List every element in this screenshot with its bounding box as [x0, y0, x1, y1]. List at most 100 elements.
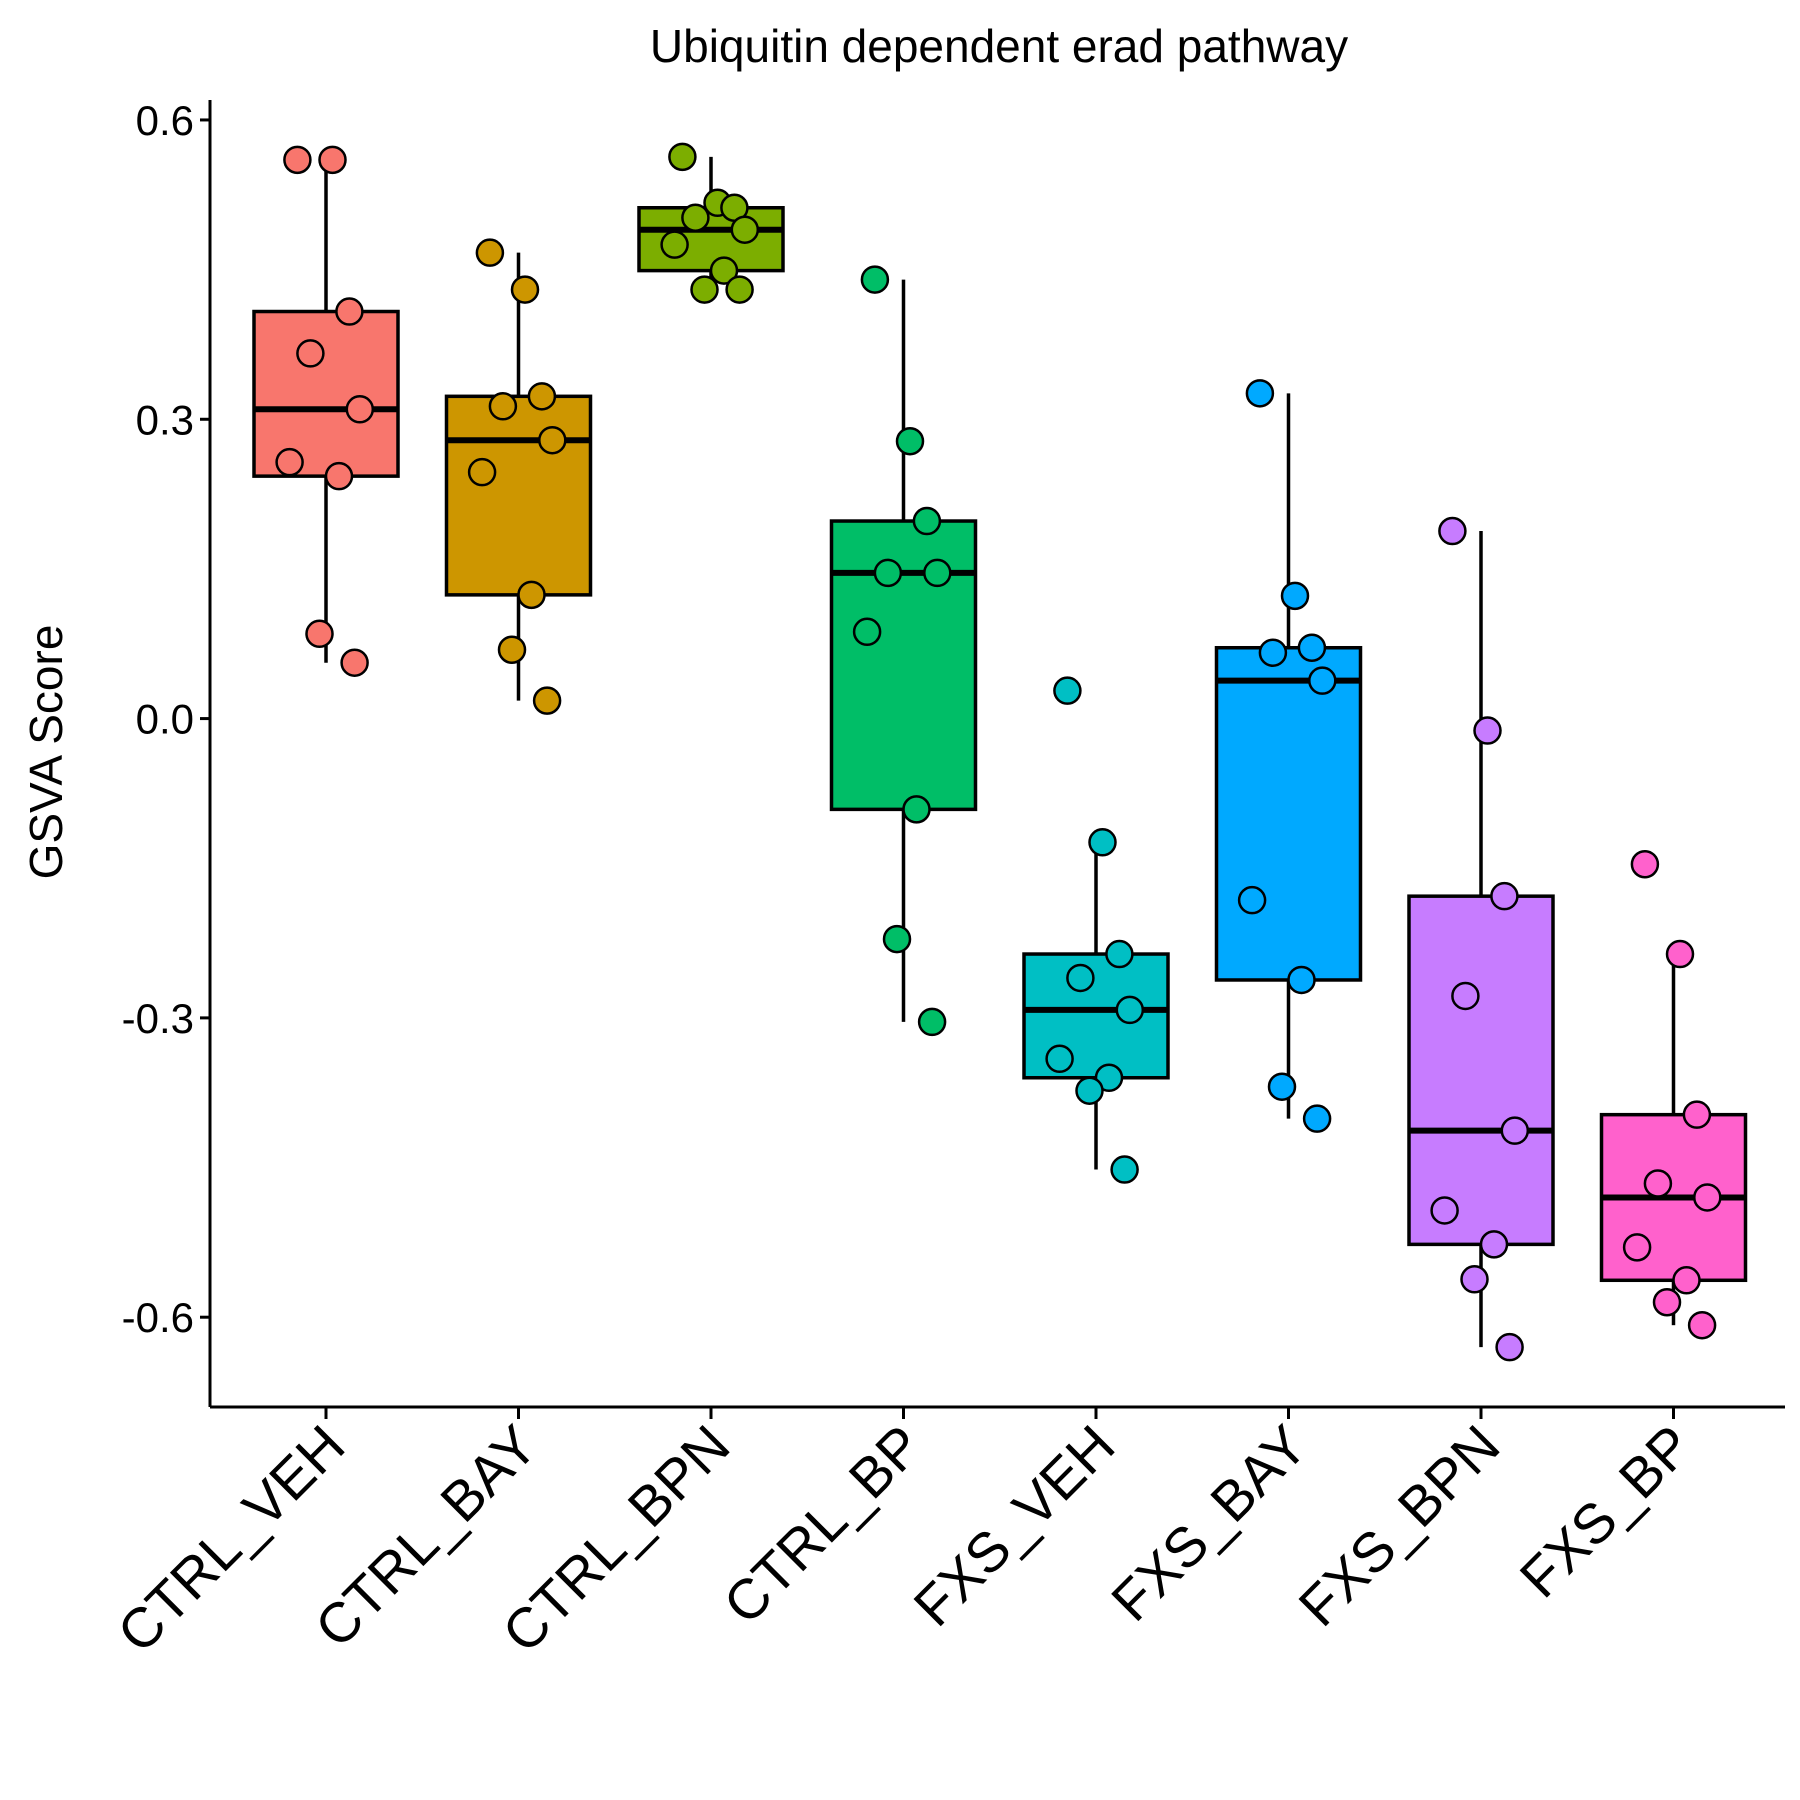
data-point: [532, 686, 562, 715]
data-point: [895, 426, 925, 456]
data-point: [467, 457, 497, 487]
data-point: [912, 506, 942, 536]
data-point: [660, 230, 689, 259]
box-rect: [829, 519, 978, 812]
data-point: [1495, 1332, 1524, 1362]
x-tick-label: CTRL_BP: [711, 1413, 934, 1636]
data-point: [296, 339, 325, 368]
y-tick-label: -0.3: [122, 995, 194, 1042]
box-fxs-veh: [1022, 842, 1170, 1170]
data-point: [1245, 379, 1275, 408]
points: [275, 142, 1722, 1362]
data-point: [1105, 939, 1134, 969]
data-point: [1652, 1287, 1682, 1317]
data-point: [1687, 1310, 1717, 1340]
data-point: [681, 203, 710, 232]
data-point: [1665, 939, 1695, 969]
x-tick-labels: CTRL_VEHCTRL_BAYCTRL_BPNCTRL_BPFXS_VEHFX…: [105, 1407, 1704, 1664]
data-point: [1643, 1169, 1673, 1198]
y-axis-label: GSVA Score: [20, 625, 72, 880]
data-point: [517, 580, 546, 610]
x-tick-label: FXS_VEH: [901, 1413, 1126, 1638]
data-point: [1438, 516, 1467, 546]
box-rect: [444, 394, 593, 597]
data-point: [709, 256, 739, 285]
data-point: [1490, 881, 1519, 911]
data-point: [917, 1007, 947, 1037]
data-point: [1682, 1100, 1712, 1129]
x-tick-label: FXS_BAY: [1099, 1413, 1319, 1633]
data-point: [1622, 1233, 1652, 1262]
chart-title: Ubiquitin dependent erad pathway: [650, 20, 1348, 72]
data-point: [345, 395, 375, 424]
box-ctrl-veh: [252, 159, 400, 663]
y-tick-label: 0.6: [136, 97, 194, 144]
y-tick-label: 0.3: [136, 396, 194, 443]
data-point: [1066, 963, 1095, 993]
data-point: [488, 392, 518, 421]
data-point: [275, 447, 304, 477]
data-point: [335, 297, 364, 326]
data-point: [1672, 1266, 1701, 1295]
data-point: [902, 795, 931, 824]
data-point: [1451, 981, 1480, 1011]
axes: 0.6 0.3 0.0 -0.3 -0.6: [122, 97, 1785, 1409]
data-point: [318, 145, 347, 175]
data-point: [1479, 1230, 1509, 1259]
data-point: [527, 382, 557, 411]
data-point: [475, 238, 505, 267]
data-point: [1280, 581, 1310, 611]
box-ctrl-bay: [444, 252, 593, 701]
box-fxs-bp: [1599, 954, 1748, 1326]
data-point: [1088, 828, 1117, 857]
data-point: [1258, 638, 1288, 667]
data-point: [1110, 1155, 1139, 1184]
x-tick-label: FXS_BPN: [1286, 1413, 1511, 1638]
box-rect: [637, 206, 785, 273]
data-point: [1237, 885, 1267, 915]
data-point: [283, 145, 312, 175]
data-point: [923, 558, 952, 588]
data-point: [668, 142, 697, 172]
data-point: [1075, 1076, 1104, 1105]
data-point: [510, 275, 540, 304]
data-point: [1297, 633, 1327, 662]
data-point: [860, 265, 890, 294]
box-rect: [1407, 894, 1555, 1247]
data-point: [305, 619, 334, 649]
data-point: [725, 275, 754, 304]
y-tick-label: 0.0: [136, 696, 194, 743]
box-rect: [252, 309, 400, 478]
data-point: [882, 924, 912, 954]
y-tick-label: -0.6: [122, 1294, 194, 1341]
data-point: [1430, 1196, 1459, 1225]
data-point: [1308, 666, 1337, 695]
data-point: [1460, 1265, 1489, 1294]
data-point: [340, 648, 369, 677]
data-point: [730, 215, 760, 244]
box-rect: [1214, 645, 1363, 982]
data-point: [1630, 849, 1660, 879]
data-point: [1094, 1063, 1124, 1093]
data-point: [1287, 965, 1316, 995]
data-point: [1115, 995, 1145, 1025]
box-fxs-bpn: [1407, 531, 1555, 1348]
data-point: [1693, 1183, 1722, 1212]
data-point: [873, 558, 903, 588]
data-point: [852, 617, 882, 647]
data-point: [1045, 1044, 1074, 1074]
box-fxs-bay: [1214, 393, 1363, 1119]
data-point: [1500, 1116, 1530, 1145]
data-point: [1302, 1104, 1332, 1133]
x-tick-label: FXS_BP: [1508, 1413, 1704, 1609]
data-point: [690, 275, 719, 304]
data-point: [1267, 1072, 1297, 1101]
boxes: [252, 156, 1748, 1348]
data-point: [1053, 676, 1082, 705]
data-point: [1473, 716, 1502, 745]
box-ctrl-bp: [829, 279, 978, 1022]
data-point: [324, 461, 354, 491]
data-point: [497, 635, 527, 664]
data-point: [538, 425, 567, 455]
